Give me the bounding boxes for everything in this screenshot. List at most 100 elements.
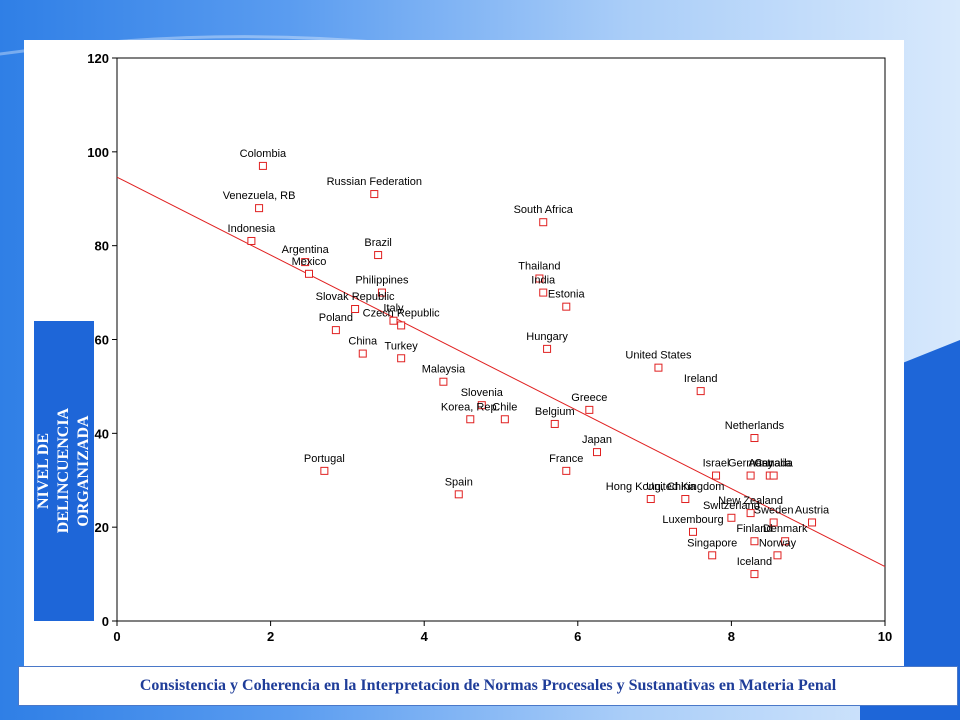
- chart-panel: 0 2 4 6 8 10 0 20 40 60 80 100 120 Colombia Russian F…: [24, 40, 904, 666]
- point-label: Turkey: [385, 340, 419, 352]
- point-label: Sweden: [754, 504, 794, 516]
- point-label: Malaysia: [422, 364, 466, 376]
- scatter-point: [593, 448, 601, 457]
- scatter-point: [377, 288, 386, 297]
- scatter-point: [370, 190, 379, 199]
- point-label: Chile: [492, 401, 517, 413]
- point-label: Philippines: [355, 275, 409, 287]
- y-tick-label: 100: [87, 145, 109, 160]
- scatter-point: [746, 471, 755, 480]
- x-tick-label: 4: [421, 629, 429, 644]
- scatter-point: [646, 495, 655, 504]
- scatter-point: [301, 258, 310, 267]
- point-label: Argentina: [282, 244, 330, 256]
- point-label: Hungary: [526, 331, 568, 343]
- scatter-point: [750, 434, 759, 443]
- scatter-point: [654, 363, 663, 372]
- point-label: Brazil: [364, 237, 392, 249]
- point-label: Canada: [754, 458, 793, 470]
- point-label: Italy: [383, 303, 404, 315]
- scatter-point: [477, 401, 486, 410]
- scatter-point: [808, 518, 817, 527]
- point-label: Indonesia: [228, 223, 277, 235]
- scatter-point: [769, 518, 778, 527]
- point-label: Mexico: [292, 256, 327, 268]
- point-label: South Africa: [514, 204, 574, 216]
- y-tick-label: 120: [87, 51, 109, 66]
- point-label: Finland: [736, 523, 772, 535]
- scatter-point: [696, 387, 705, 396]
- x-tick-label: 8: [728, 629, 735, 644]
- x-tick-label: 0: [113, 629, 120, 644]
- point-label: India: [531, 275, 556, 287]
- scatter-point: [562, 302, 571, 311]
- scatter-point: [585, 405, 594, 414]
- scatter-point: [543, 344, 552, 353]
- point-label: Germany: [728, 458, 774, 470]
- point-label: Spain: [445, 476, 473, 488]
- point-label: Russian Federation: [327, 176, 422, 188]
- scatter-point: [681, 495, 690, 504]
- scatter-point: [397, 321, 406, 330]
- point-label: Greece: [571, 392, 607, 404]
- y-tick-label: 40: [95, 426, 109, 441]
- x-tick-label: 6: [574, 629, 581, 644]
- scatter-point: [750, 570, 759, 579]
- scatter-point: [708, 551, 717, 560]
- point-label: Denmark: [763, 523, 808, 535]
- scatter-point: [466, 415, 475, 424]
- scatter-point: [258, 161, 267, 170]
- point-label: Luxembourg: [662, 514, 723, 526]
- point-label: Norway: [759, 537, 797, 549]
- scatter-point: [769, 471, 778, 480]
- point-label: New Zealand: [718, 495, 783, 507]
- scatter-point: [539, 218, 548, 227]
- scatter-point: [374, 251, 383, 260]
- footer-bar: Consistencia y Coherencia en la Interpre…: [18, 666, 958, 706]
- fit-line-group: [116, 176, 886, 568]
- point-label: Thailand: [518, 261, 560, 273]
- y-tick-label: 20: [95, 520, 109, 535]
- y-axis-label-box: NIVEL DE DELINCUENCIA ORGANIZADA: [34, 321, 94, 621]
- point-label: France: [549, 453, 583, 465]
- point-labels-group: Colombia Russian Federation Venezuela, RB I…: [223, 148, 830, 568]
- scatter-point: [727, 513, 736, 522]
- scatter-point: [247, 236, 256, 245]
- point-label: Israel: [703, 458, 730, 470]
- point-label: Netherlands: [725, 420, 785, 432]
- scatter-point: [781, 537, 790, 546]
- point-label: United States: [625, 350, 692, 362]
- point-label: Colombia: [240, 148, 287, 160]
- footer-title: Consistencia y Coherencia en la Interpre…: [139, 677, 837, 694]
- point-label: Slovenia: [461, 387, 504, 399]
- point-label: Iceland: [737, 556, 772, 568]
- point-label: Poland: [319, 312, 353, 324]
- y-tick-label: 60: [95, 333, 109, 348]
- scatter-point: [397, 354, 406, 363]
- scatter-point: [351, 305, 360, 314]
- scatter-point: [746, 509, 755, 518]
- scatter-point: [500, 415, 509, 424]
- point-label: Austria: [795, 504, 830, 516]
- scatter-point: [255, 204, 264, 213]
- point-label: Belgium: [535, 406, 575, 418]
- point-label: China: [348, 336, 378, 348]
- scatter-point: [712, 471, 721, 480]
- point-label: Japan: [582, 434, 612, 446]
- scatter-point: [539, 288, 548, 297]
- y-axis-label: NIVEL DE DELINCUENCIA ORGANIZADA: [35, 407, 92, 534]
- scatter-point: [750, 537, 759, 546]
- point-label: Korea, Rep.: [441, 401, 500, 413]
- scatter-point: [439, 377, 448, 386]
- scatter-point: [305, 269, 313, 278]
- y-tick-label: 0: [102, 614, 109, 629]
- point-label: Slovak Republic: [316, 291, 395, 303]
- corner-decoration: [884, 706, 934, 720]
- point-label: United Kingdom: [646, 481, 724, 493]
- point-label: Ireland: [684, 373, 718, 385]
- x-tick-label: 2: [267, 629, 274, 644]
- scatter-point: [562, 466, 571, 475]
- point-label: Singapore: [687, 537, 737, 549]
